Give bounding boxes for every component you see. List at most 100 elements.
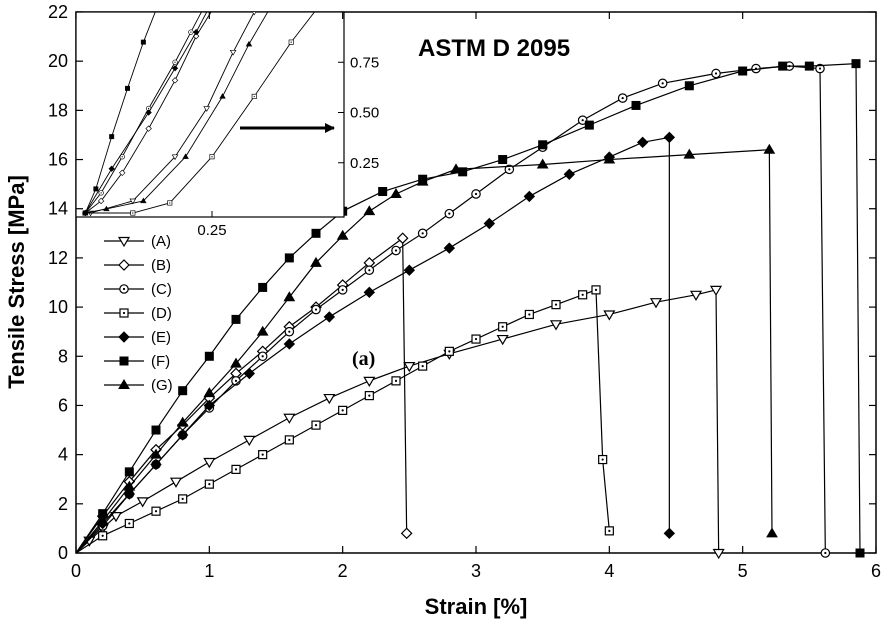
data-point — [338, 405, 348, 415]
data-point — [123, 488, 136, 500]
data-point — [538, 140, 548, 150]
data-point — [124, 467, 134, 477]
inset-frame — [75, 11, 345, 218]
legend-item: (E) — [104, 329, 171, 346]
inset-data-point — [215, 0, 221, 5]
y-tick-label: 10 — [48, 297, 68, 317]
inset-y-tick-label: 0.75 — [350, 54, 379, 71]
data-point — [231, 464, 241, 474]
legend-label: (F) — [151, 353, 170, 370]
data-point — [578, 290, 588, 300]
data-point — [496, 334, 509, 346]
data-point — [403, 362, 416, 373]
inset-point-wrap — [219, 93, 226, 99]
data-point — [649, 298, 663, 309]
inset-series-layer — [82, 0, 319, 217]
data-point — [311, 228, 321, 238]
data-point — [336, 229, 349, 240]
inset-data-point — [209, 154, 215, 160]
legend-label: (G) — [151, 377, 173, 394]
series-g — [75, 143, 778, 554]
inset-point-wrap — [145, 109, 152, 116]
inset-data-point — [229, 49, 237, 56]
inset-point-wrap — [140, 197, 147, 204]
inset-series-line — [84, 12, 156, 214]
series-line — [75, 149, 773, 554]
x-tick-label: 3 — [471, 561, 481, 581]
inset-data-point — [140, 39, 146, 45]
data-point — [363, 376, 376, 388]
data-point — [136, 497, 149, 508]
data-point — [450, 163, 462, 174]
inset-point-wrap — [157, 0, 161, 4]
series-d — [75, 285, 614, 554]
data-point — [364, 265, 375, 276]
data-point — [391, 245, 401, 256]
data-point — [151, 506, 161, 516]
data-point — [203, 399, 216, 412]
inset-data-point — [129, 198, 137, 205]
data-point — [443, 242, 456, 254]
inset-data-point — [172, 59, 178, 65]
data-point — [549, 320, 563, 331]
data-point — [617, 93, 628, 103]
x-tick-label: 1 — [204, 561, 214, 581]
data-point — [390, 187, 402, 198]
series-a — [75, 285, 725, 560]
inset-data-point — [103, 205, 110, 212]
data-point — [684, 81, 694, 91]
x-tick-label: 6 — [871, 561, 881, 581]
legend: (A) (B) (C) (D) (E) (F) (G) — [104, 233, 173, 394]
inset-point-wrap — [97, 197, 105, 205]
legend-label: (A) — [151, 233, 171, 250]
data-point — [151, 425, 161, 435]
data-point — [150, 448, 162, 459]
inset-point-wrap — [288, 39, 294, 45]
inset-point-wrap — [171, 154, 179, 161]
data-point — [231, 314, 241, 324]
inset-data-point — [98, 190, 104, 196]
legend-marker — [118, 331, 130, 343]
inset-point-wrap — [193, 28, 200, 36]
data-point — [584, 120, 594, 130]
inset-point-wrap — [129, 198, 137, 205]
inset-series-b — [82, 0, 221, 217]
data-point — [498, 322, 508, 332]
inset-point-wrap — [172, 59, 178, 65]
data-point — [258, 450, 268, 460]
data-point — [124, 518, 134, 529]
y-tick-label: 4 — [58, 445, 68, 465]
data-point — [284, 326, 295, 337]
data-point — [203, 457, 216, 469]
data-point — [178, 386, 188, 396]
data-point — [403, 264, 416, 276]
inset-data-point — [315, 6, 319, 10]
inset-point-wrap — [252, 12, 257, 16]
y-tick-label: 18 — [48, 100, 68, 120]
y-tick-label: 2 — [58, 494, 68, 514]
y-tick-label: 20 — [48, 51, 68, 71]
data-point — [444, 208, 455, 219]
legend-label: (D) — [151, 305, 172, 322]
data-point — [631, 100, 641, 110]
data-point — [711, 68, 721, 79]
data-point — [820, 548, 831, 558]
inset-point-wrap — [140, 39, 146, 45]
data-point — [498, 155, 508, 165]
x-tick-label: 5 — [738, 561, 748, 581]
x-tick-label: 2 — [338, 561, 348, 581]
inset-point-wrap — [251, 93, 257, 99]
inset-data-point — [82, 209, 89, 216]
data-point — [230, 357, 242, 368]
data-point — [524, 309, 534, 320]
data-point — [204, 479, 214, 489]
data-point — [591, 285, 601, 295]
inset-point-wrap — [315, 6, 319, 10]
series-line — [75, 63, 861, 554]
data-point — [283, 413, 296, 424]
inset-y-tick-label: 0.25 — [350, 155, 379, 172]
data-point — [123, 480, 136, 491]
series-line — [75, 289, 720, 554]
inset-data-point — [97, 197, 105, 205]
